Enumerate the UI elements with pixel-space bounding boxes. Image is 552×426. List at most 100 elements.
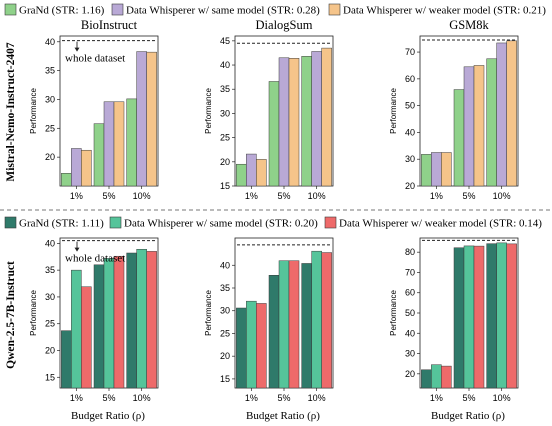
y-tick-label: 30 xyxy=(405,154,415,164)
y-tick-label: 30 xyxy=(220,306,230,316)
bar-10pct-series-2 xyxy=(311,51,322,187)
legend-label-dw-weak-bottom: Data Whisperer w/ weaker model (STR: 0.1… xyxy=(339,218,542,230)
bar-1pct-series-2 xyxy=(71,269,82,389)
y-tick-label: 25 xyxy=(45,319,55,329)
xlabel-2: Budget Ratio (ρ) xyxy=(246,410,320,422)
y-axis-label: Performance xyxy=(204,88,213,134)
panel-2: DialogSum 15 20 25 30 35 40 45 Performance 1% 5% 10… xyxy=(204,18,334,201)
bar-1pct-series-1 xyxy=(61,173,72,187)
bar-10pct-series-1 xyxy=(301,263,312,389)
x-tick-label: 1% xyxy=(430,393,443,403)
y-tick-label: 60 xyxy=(405,74,415,84)
bar-1pct-series-3 xyxy=(256,159,267,187)
y-tick-label: 20 xyxy=(220,157,230,167)
y-tick-label: 15 xyxy=(220,374,230,384)
x-tick-label: 5% xyxy=(462,393,475,403)
annotation-arrow-head xyxy=(74,47,80,52)
bar-1pct-series-2 xyxy=(431,364,442,389)
bar-10pct-series-3 xyxy=(321,252,332,389)
x-tick-label: 1% xyxy=(430,191,443,201)
y-tick-label: 60 xyxy=(405,288,415,298)
bar-1pct-series-1 xyxy=(236,307,247,389)
y-axis-label: Performance xyxy=(389,88,398,134)
bar-10pct-series-2 xyxy=(496,242,507,389)
bar-10pct-series-1 xyxy=(486,58,497,187)
bar-5pct-series-2 xyxy=(103,101,115,187)
y-tick-label: 40 xyxy=(405,127,415,137)
y-tick-label: 25 xyxy=(220,328,230,338)
xlabel-3: Budget Ratio (ρ) xyxy=(431,410,505,422)
y-tick-label: 40 xyxy=(220,260,230,270)
y-tick-label: 30 xyxy=(45,94,55,104)
bar-1pct-series-1 xyxy=(421,369,432,389)
y-axis-label: Performance xyxy=(389,290,398,336)
bar-5pct-series-1 xyxy=(453,247,465,389)
legend-label-grand-bottom: GraNd (STR: 1.11) xyxy=(19,218,104,230)
y-tick-label: 30 xyxy=(220,108,230,118)
bar-5pct-series-3 xyxy=(288,58,300,187)
bar-5pct-series-3 xyxy=(113,101,125,187)
bar-5pct-series-1 xyxy=(93,123,105,187)
y-tick-label: 20 xyxy=(405,369,415,379)
bar-1pct-series-3 xyxy=(81,286,92,389)
y-tick-label: 30 xyxy=(405,349,415,359)
y-tick-label: 50 xyxy=(405,101,415,111)
legend-label-dw-same-bottom: Data Whisperer w/ same model (STR: 0.20) xyxy=(124,218,318,230)
bar-1pct-series-3 xyxy=(441,152,452,187)
legend-label-grand-top: GraNd (STR: 1.16) xyxy=(19,5,105,17)
bar-5pct-series-1 xyxy=(93,264,105,389)
bar-5pct-series-2 xyxy=(103,258,115,389)
chart-panels: BioInstruct 20 25 30 35 40 Performance 1% 5% 10% w… xyxy=(29,18,519,403)
y-tick-label: 20 xyxy=(45,152,55,162)
whole-dataset-label: whole dataset xyxy=(65,53,125,65)
bar-1pct-series-2 xyxy=(246,153,257,187)
legend-bottom: GraNd (STR: 1.11) Data Whisperer w/ same… xyxy=(4,216,542,230)
panel-3: GSM8k 20 30 40 50 60 70 Performance 1% 5% 10% xyxy=(389,18,519,201)
bar-5pct-series-2 xyxy=(278,57,290,187)
bar-1pct-series-3 xyxy=(81,149,92,187)
x-tick-label: 5% xyxy=(277,191,290,201)
y-tick-label: 35 xyxy=(45,265,55,275)
bar-10pct-series-3 xyxy=(506,40,517,187)
panel-title: DialogSum xyxy=(256,18,313,32)
x-tick-label: 5% xyxy=(462,191,475,201)
bar-1pct-series-3 xyxy=(441,365,452,389)
bar-5pct-series-2 xyxy=(278,260,290,389)
bar-5pct-series-2 xyxy=(463,66,475,187)
y-tick-label: 70 xyxy=(405,267,415,277)
y-axis-label: Performance xyxy=(29,88,38,134)
y-tick-label: 20 xyxy=(220,351,230,361)
annotation-arrow-head xyxy=(74,247,80,252)
y-tick-label: 35 xyxy=(220,283,230,293)
legend-top: GraNd (STR: 1.16) Data Whisperer w/ same… xyxy=(4,3,546,17)
y-tick-label: 30 xyxy=(45,292,55,302)
y-tick-label: 15 xyxy=(45,372,55,382)
whole-dataset-label: whole dataset xyxy=(65,253,125,265)
y-tick-label: 35 xyxy=(220,84,230,94)
legend-swatch-grand-bottom xyxy=(4,216,17,229)
row-label-bottom: Qwen-2.5-7B-Instruct xyxy=(5,261,17,369)
bar-5pct-series-3 xyxy=(473,65,485,187)
row-label-top: Mistral-Nemo-Instruct-2407 xyxy=(5,42,17,181)
panel-4: 15 20 25 30 35 40 Performance 1% 5% 10% whole data… xyxy=(29,237,159,403)
legend-label-dw-same-top: Data Whisperer w/ same model (STR: 0.28) xyxy=(126,5,320,17)
y-tick-label: 40 xyxy=(220,60,230,70)
panel-1: BioInstruct 20 25 30 35 40 Performance 1% 5% 10% w… xyxy=(29,18,159,201)
bar-5pct-series-2 xyxy=(463,245,475,389)
x-tick-label: 1% xyxy=(245,393,258,403)
legend-swatch-dw-weak-top xyxy=(328,3,341,16)
panel-title: BioInstruct xyxy=(81,18,138,32)
x-tick-label: 1% xyxy=(70,393,83,403)
bar-10pct-series-1 xyxy=(126,252,137,389)
bar-1pct-series-2 xyxy=(246,300,257,389)
bar-5pct-series-3 xyxy=(473,245,485,389)
y-tick-label: 50 xyxy=(405,308,415,318)
panel-6: 20 30 40 50 60 70 80 Performance 1% 5% 10% xyxy=(389,237,519,403)
y-tick-label: 40 xyxy=(405,328,415,338)
x-tick-label: 10% xyxy=(308,393,326,403)
y-tick-label: 15 xyxy=(220,181,230,191)
y-tick-label: 80 xyxy=(405,247,415,257)
legend-swatch-dw-same-top xyxy=(111,3,124,16)
legend-swatch-dw-weak-bottom xyxy=(324,216,337,229)
